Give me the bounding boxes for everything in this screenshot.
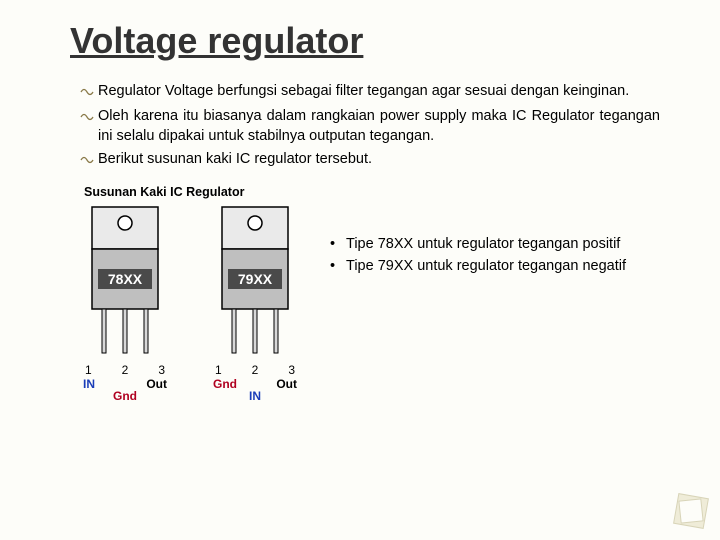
diagram-caption: Susunan Kaki IC Regulator	[84, 185, 300, 199]
note-text: Tipe 78XX untuk regulator tegangan posit…	[346, 235, 660, 255]
bullet-dot-icon: •	[330, 235, 346, 255]
list-item: Berikut susunan kaki IC regulator terseb…	[80, 150, 660, 171]
list-item: Oleh karena itu biasanya dalam rangkaian…	[80, 107, 660, 146]
bullet-icon	[80, 82, 98, 103]
pin-label-center: Gnd	[113, 389, 137, 403]
pin-numbers: 123	[215, 363, 295, 377]
content-row: Susunan Kaki IC Regulator 78XX123INOutGn…	[80, 185, 660, 403]
pin-numbers: 123	[85, 363, 165, 377]
pin-label-center: IN	[249, 389, 261, 403]
list-item: Regulator Voltage berfungsi sebagai filt…	[80, 82, 660, 103]
corner-decoration-icon	[668, 488, 714, 534]
svg-text:78XX: 78XX	[108, 271, 143, 287]
bullet-icon	[80, 150, 98, 171]
note-text: Tipe 79XX untuk regulator tegangan negat…	[346, 257, 660, 277]
bullet-text: Berikut susunan kaki IC regulator terseb…	[98, 150, 660, 170]
ic-diagram: Susunan Kaki IC Regulator 78XX123INOutGn…	[80, 185, 300, 403]
page-title: Voltage regulator	[70, 20, 660, 62]
bullet-text: Oleh karena itu biasanya dalam rangkaian…	[98, 107, 660, 146]
list-item: • Tipe 78XX untuk regulator tegangan pos…	[330, 235, 660, 255]
ic-svg: 79XX	[210, 203, 300, 363]
ic-svg: 78XX	[80, 203, 170, 363]
bullet-dot-icon: •	[330, 257, 346, 277]
bullet-list: Regulator Voltage berfungsi sebagai filt…	[80, 82, 660, 171]
ic-package: 79XX123GndOutIN	[210, 203, 300, 403]
ic-package: 78XX123INOutGnd	[80, 203, 170, 403]
bullet-text: Regulator Voltage berfungsi sebagai filt…	[98, 82, 660, 102]
notes-list: • Tipe 78XX untuk regulator tegangan pos…	[330, 185, 660, 278]
list-item: • Tipe 79XX untuk regulator tegangan neg…	[330, 257, 660, 277]
bullet-icon	[80, 107, 98, 128]
svg-text:79XX: 79XX	[238, 271, 273, 287]
